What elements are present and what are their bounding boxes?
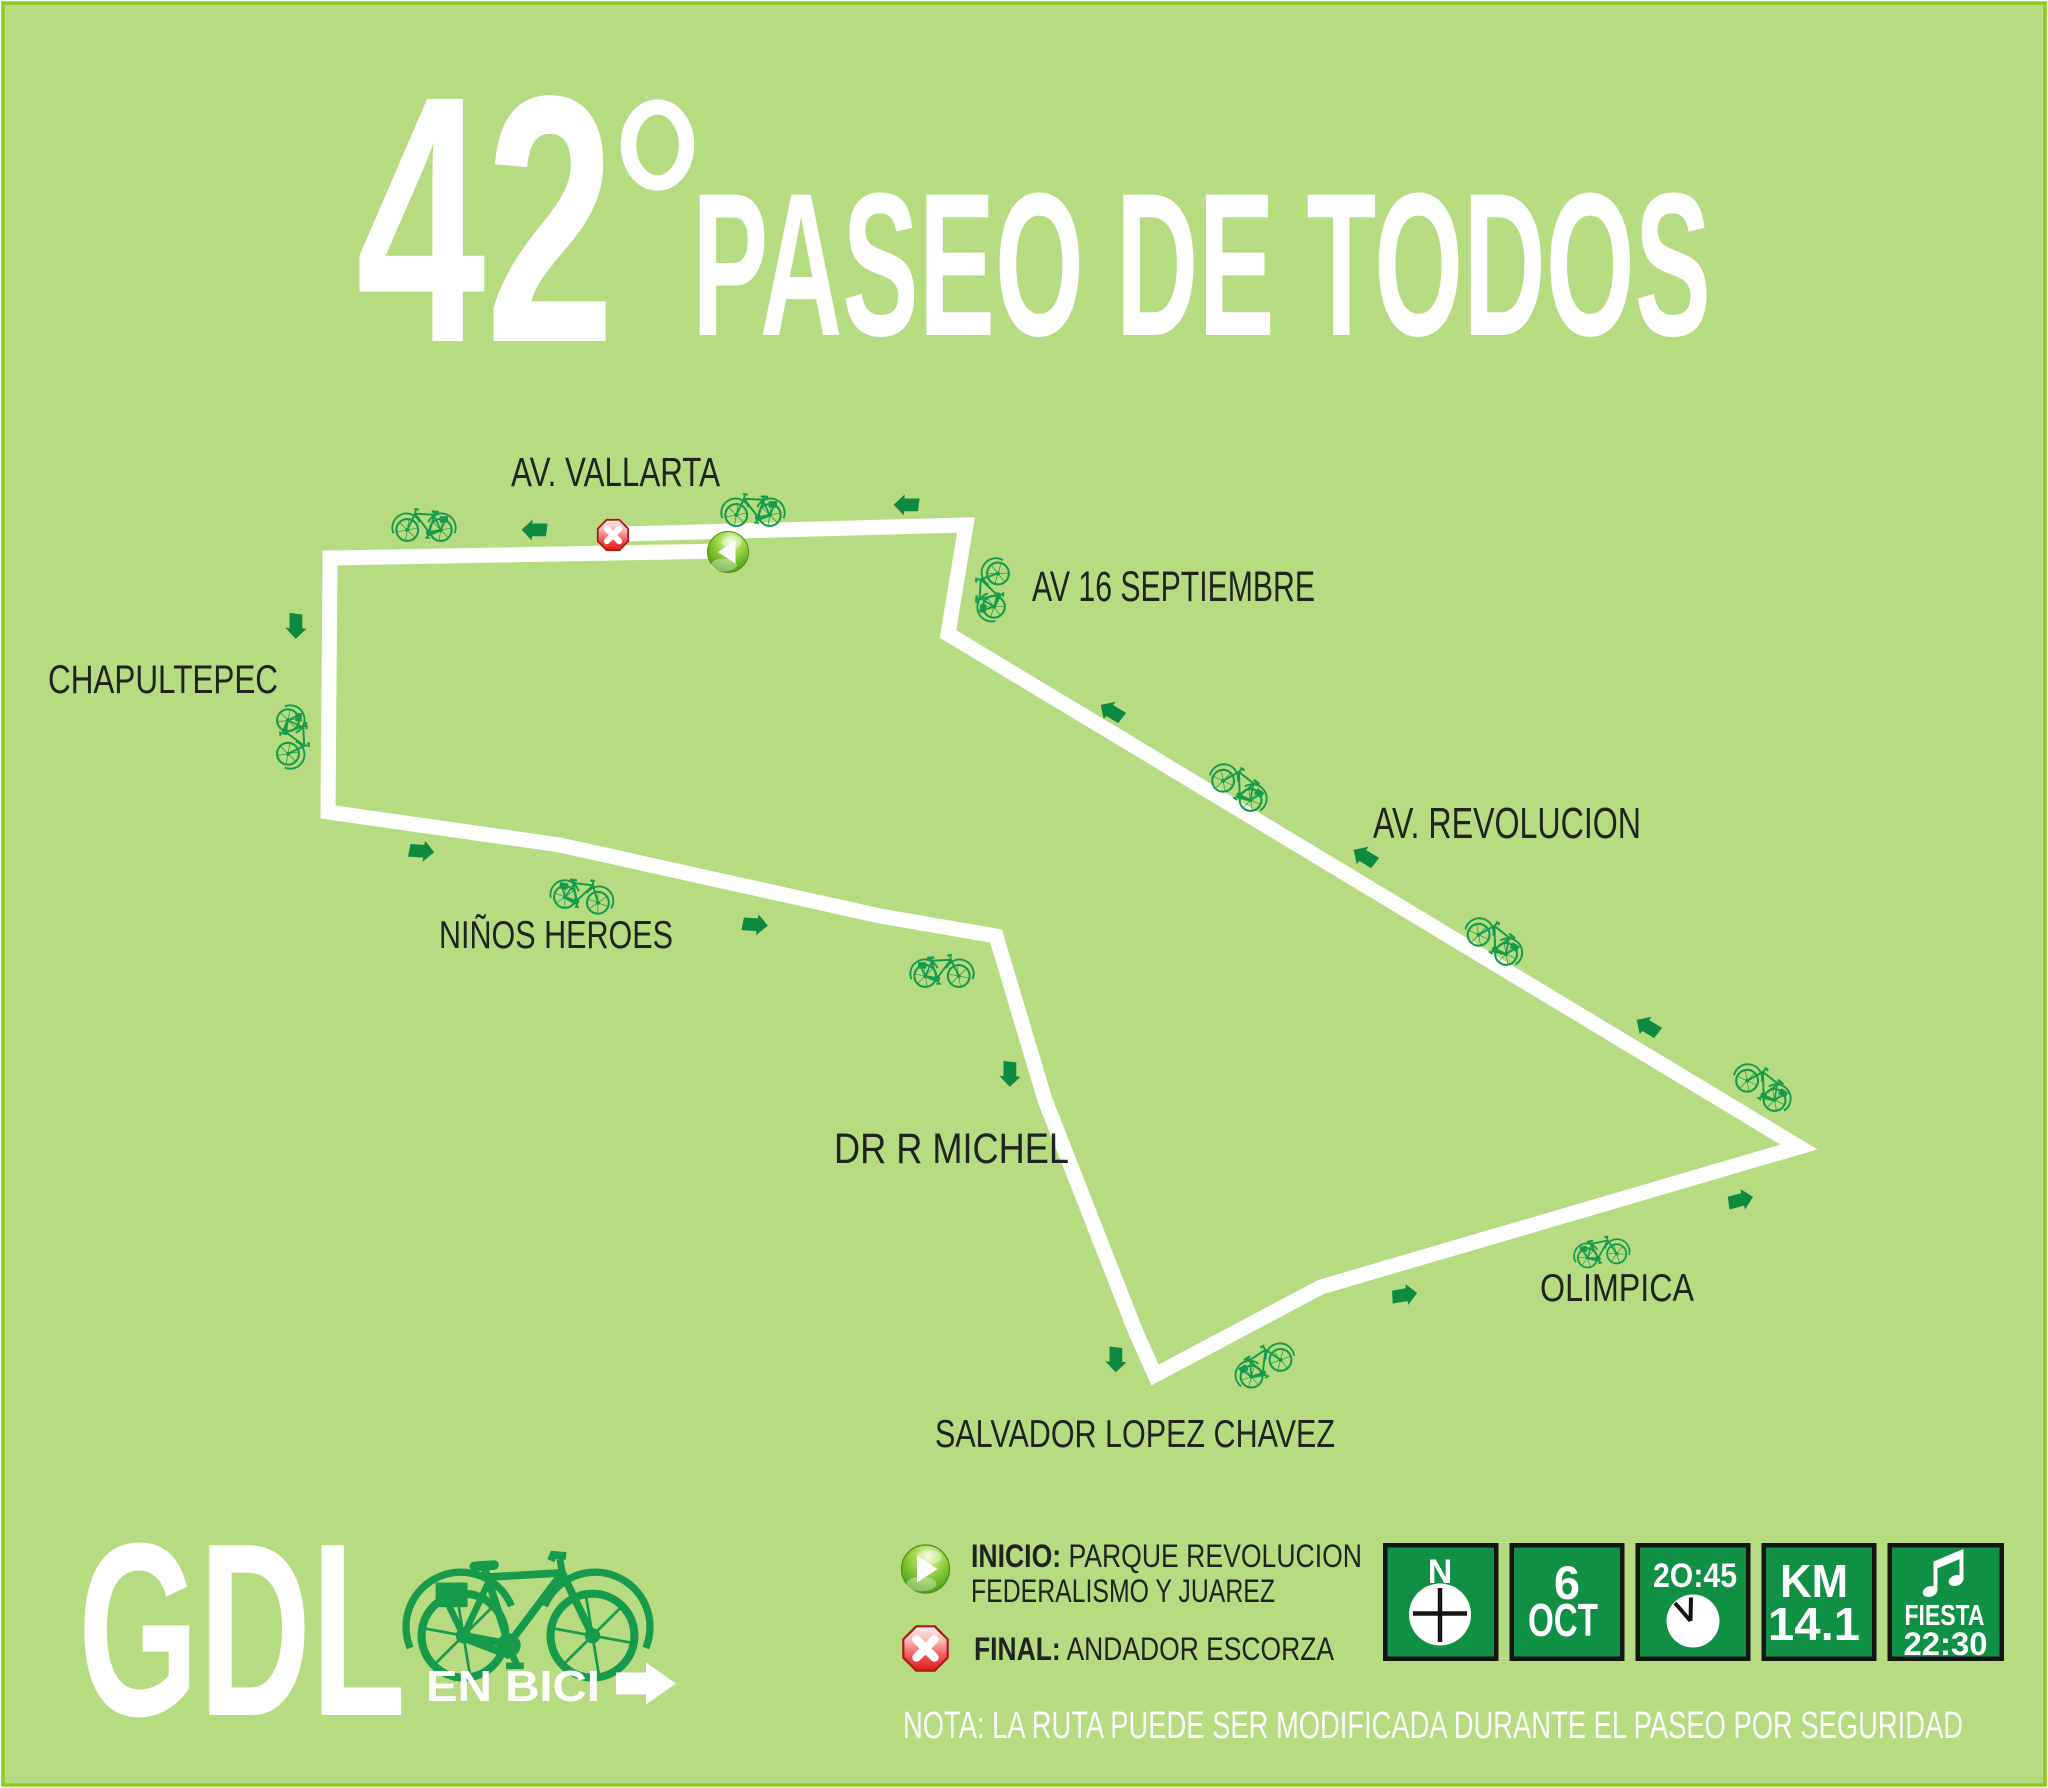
svg-text:2O:45: 2O:45	[1653, 1557, 1737, 1595]
svg-text:AV. REVOLUCION: AV. REVOLUCION	[1373, 799, 1641, 848]
svg-text:OLIMPICA: OLIMPICA	[1540, 1267, 1694, 1310]
svg-text:AV 16 SEPTIEMBRE: AV 16 SEPTIEMBRE	[1032, 563, 1315, 611]
svg-text:6: 6	[1554, 1556, 1580, 1609]
svg-text:14.1: 14.1	[1768, 1598, 1860, 1650]
svg-text:22:30: 22:30	[1904, 1626, 1988, 1662]
svg-text:FINAL: ANDADOR ESCORZA: FINAL: ANDADOR ESCORZA	[974, 1631, 1335, 1667]
svg-text:DR R MICHEL: DR R MICHEL	[834, 1125, 1069, 1173]
svg-text:FIESTA: FIESTA	[1905, 1600, 1985, 1632]
svg-text:FEDERALISMO Y JUAREZ: FEDERALISMO Y JUAREZ	[971, 1573, 1275, 1609]
svg-text:CHAPULTEPEC: CHAPULTEPEC	[48, 658, 278, 702]
svg-text:INICIO: PARQUE REVOLUCION: INICIO: PARQUE REVOLUCION	[971, 1538, 1362, 1574]
svg-text:SALVADOR LOPEZ CHAVEZ: SALVADOR LOPEZ CHAVEZ	[935, 1413, 1335, 1456]
svg-text:EN BICI: EN BICI	[426, 1662, 600, 1711]
svg-text:OCT: OCT	[1528, 1594, 1598, 1646]
svg-text:NIÑOS HEROES: NIÑOS HEROES	[439, 914, 673, 957]
svg-text:42: 42	[356, 22, 615, 416]
svg-text:NOTA: LA RUTA PUEDE SER MODIFI: NOTA: LA RUTA PUEDE SER MODIFICADA DURAN…	[903, 1705, 1963, 1747]
svg-text:GDL: GDL	[78, 1492, 406, 1768]
svg-text:PASEO DE TODOS: PASEO DE TODOS	[692, 151, 1711, 379]
svg-text:KM: KM	[1780, 1555, 1848, 1607]
svg-text:AV. VALLARTA: AV. VALLARTA	[511, 449, 720, 495]
